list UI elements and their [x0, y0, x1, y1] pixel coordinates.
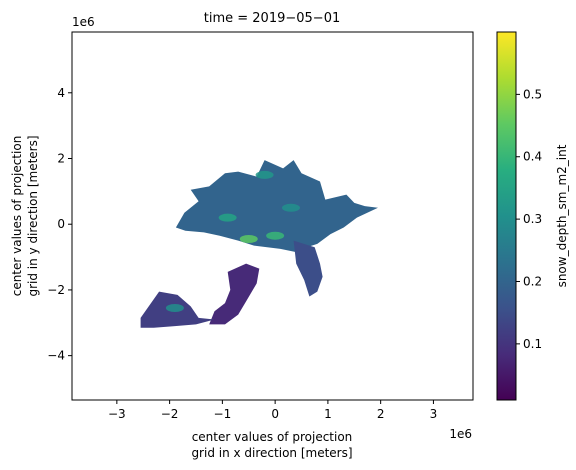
- colorbar-tick-label: 0.1: [523, 337, 542, 351]
- colorbar-label: snow_depth_sm_m2_int: [555, 144, 569, 287]
- x-tick-label: 3: [430, 407, 438, 421]
- x-axis-label-line2: grid in x direction [meters]: [191, 446, 352, 460]
- x-tick-label: 1: [324, 407, 332, 421]
- high-value-patch: [218, 213, 237, 222]
- y-tick-label: 2: [57, 152, 65, 166]
- y-tick-label: 0: [57, 217, 65, 231]
- x-tick-label: −1: [214, 407, 232, 421]
- map-high-patches: [165, 170, 300, 312]
- plot-area-frame: [71, 31, 474, 401]
- southern-lobe-region: [209, 263, 260, 325]
- x-tick-label: 0: [271, 407, 279, 421]
- chart-title: time = 2019−05−01: [204, 11, 340, 26]
- colorbar-tick-label: 0.4: [523, 150, 542, 164]
- y-tick-label: −2: [47, 283, 65, 297]
- y-tick-label: −4: [47, 349, 65, 363]
- colorbar-ticks: 0.1 0.2 0.3 0.4 0.5: [516, 87, 542, 351]
- colorbar-tick-label: 0.2: [523, 274, 542, 288]
- map-regions: [140, 160, 378, 328]
- x-axis-ticks: −3 −2 −1 0 1 2 3: [108, 400, 437, 421]
- x-offset-text: 1e6: [449, 427, 472, 441]
- y-axis-label-line1: center values of projection: [10, 136, 24, 297]
- high-value-patch: [266, 231, 285, 240]
- colorbar: [496, 31, 517, 401]
- x-tick-label: 2: [377, 407, 385, 421]
- x-tick-label: −2: [161, 407, 179, 421]
- colorbar-tick-label: 0.5: [523, 87, 542, 101]
- x-axis-label-line1: center values of projection: [192, 430, 353, 444]
- high-value-patch: [239, 235, 258, 243]
- y-axis-label-line2: grid in y direction [meters]: [26, 135, 40, 296]
- x-tick-label: −3: [108, 407, 126, 421]
- y-axis-ticks: −4 −2 0 2 4: [47, 86, 72, 363]
- high-value-patch: [165, 304, 184, 312]
- y-tick-label: 4: [57, 86, 65, 100]
- main-ice-region: [175, 160, 378, 253]
- y-offset-text: 1e6: [72, 15, 95, 29]
- east-arm-region: [293, 240, 323, 297]
- colorbar-tick-label: 0.3: [523, 212, 542, 226]
- high-value-patch: [255, 170, 274, 179]
- high-value-patch: [281, 203, 300, 212]
